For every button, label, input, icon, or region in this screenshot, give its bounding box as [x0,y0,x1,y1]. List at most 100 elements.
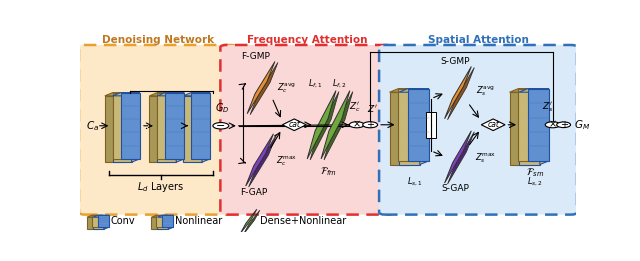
Text: +: + [366,120,374,130]
Circle shape [349,122,364,128]
Polygon shape [168,215,173,229]
Polygon shape [191,93,210,159]
Text: Spatial Attention: Spatial Attention [428,35,529,45]
Text: $Z'$: $Z'$ [367,103,378,114]
Polygon shape [445,67,471,119]
Polygon shape [176,93,184,162]
Polygon shape [509,88,540,92]
Text: cat: cat [487,120,499,129]
Polygon shape [93,215,109,217]
Text: Nonlinear: Nonlinear [175,216,223,226]
Polygon shape [247,62,275,114]
Polygon shape [324,92,353,160]
Polygon shape [152,215,167,217]
Text: $\mathcal{F}_{sm}$: $\mathcal{F}_{sm}$ [526,166,545,179]
Text: $Z_c^{\rm max}$: $Z_c^{\rm max}$ [276,154,298,168]
Polygon shape [399,88,429,92]
Text: Frequency Attention: Frequency Attention [246,35,367,45]
Polygon shape [509,92,531,165]
Polygon shape [183,93,210,96]
Polygon shape [528,88,548,161]
Polygon shape [420,88,429,165]
Text: cat: cat [289,120,300,129]
Polygon shape [183,96,202,162]
Polygon shape [87,215,103,217]
Text: Conv: Conv [111,216,136,226]
Polygon shape [310,92,339,160]
Polygon shape [157,93,176,159]
Text: S-GAP: S-GAP [442,184,469,193]
Polygon shape [113,93,132,159]
Text: +: + [559,120,568,130]
Text: F-GAP: F-GAP [240,188,267,197]
Polygon shape [165,93,184,159]
Polygon shape [408,88,429,161]
Polygon shape [307,91,336,159]
Text: $Z_c^{\rm avg}$: $Z_c^{\rm avg}$ [277,82,296,95]
FancyBboxPatch shape [79,45,237,215]
Polygon shape [121,93,140,159]
Polygon shape [113,93,140,96]
Text: F-GMP: F-GMP [241,52,270,62]
Text: S-GMP: S-GMP [441,57,470,67]
Polygon shape [410,88,419,165]
Polygon shape [282,119,306,130]
Polygon shape [104,215,109,229]
Polygon shape [447,132,474,184]
Polygon shape [152,217,163,229]
Polygon shape [246,134,273,186]
Text: $Z_s^{\rm max}$: $Z_s^{\rm max}$ [475,151,496,165]
Polygon shape [132,93,140,162]
Text: $L_d$ Layers: $L_d$ Layers [138,180,184,194]
Polygon shape [105,93,132,96]
Polygon shape [163,215,173,227]
Text: $L_{f,1}$: $L_{f,1}$ [308,77,323,90]
FancyBboxPatch shape [220,45,394,215]
Circle shape [213,123,229,129]
Polygon shape [447,68,474,120]
Polygon shape [241,209,257,233]
Polygon shape [150,96,168,162]
Polygon shape [87,217,98,229]
Polygon shape [481,119,505,130]
Text: Dense+Nonlinear: Dense+Nonlinear [260,216,346,226]
Text: Denoising Network: Denoising Network [102,35,214,45]
Text: $L_{f,2}$: $L_{f,2}$ [332,77,347,90]
Polygon shape [399,88,419,161]
Polygon shape [157,93,184,96]
Polygon shape [519,88,548,92]
Polygon shape [518,88,540,161]
Polygon shape [168,93,176,162]
Text: $Z_c'$: $Z_c'$ [349,100,361,114]
Polygon shape [124,93,132,162]
Text: −: − [216,121,225,131]
Polygon shape [248,135,276,187]
Polygon shape [92,215,103,227]
Circle shape [545,122,560,128]
Polygon shape [93,217,104,229]
Polygon shape [243,210,260,234]
Polygon shape [519,92,540,165]
Circle shape [557,122,570,128]
Polygon shape [445,131,471,183]
Polygon shape [150,93,176,96]
Polygon shape [321,91,350,159]
FancyBboxPatch shape [426,112,436,138]
Polygon shape [540,88,548,165]
Polygon shape [399,92,420,165]
FancyBboxPatch shape [379,45,577,215]
Polygon shape [105,96,124,162]
Polygon shape [390,92,410,165]
Polygon shape [157,215,173,217]
Polygon shape [163,215,167,229]
Text: $G_M$: $G_M$ [574,118,590,132]
Text: $L_{s,2}$: $L_{s,2}$ [527,176,543,188]
Circle shape [363,122,378,128]
Polygon shape [156,215,167,227]
Text: $\mathcal{F}_{fm}$: $\mathcal{F}_{fm}$ [319,165,337,178]
Text: $L_{s,1}$: $L_{s,1}$ [408,176,423,188]
Polygon shape [157,96,176,162]
Text: $G_D$: $G_D$ [215,101,230,115]
Text: ×: × [353,120,361,130]
Polygon shape [531,88,540,165]
